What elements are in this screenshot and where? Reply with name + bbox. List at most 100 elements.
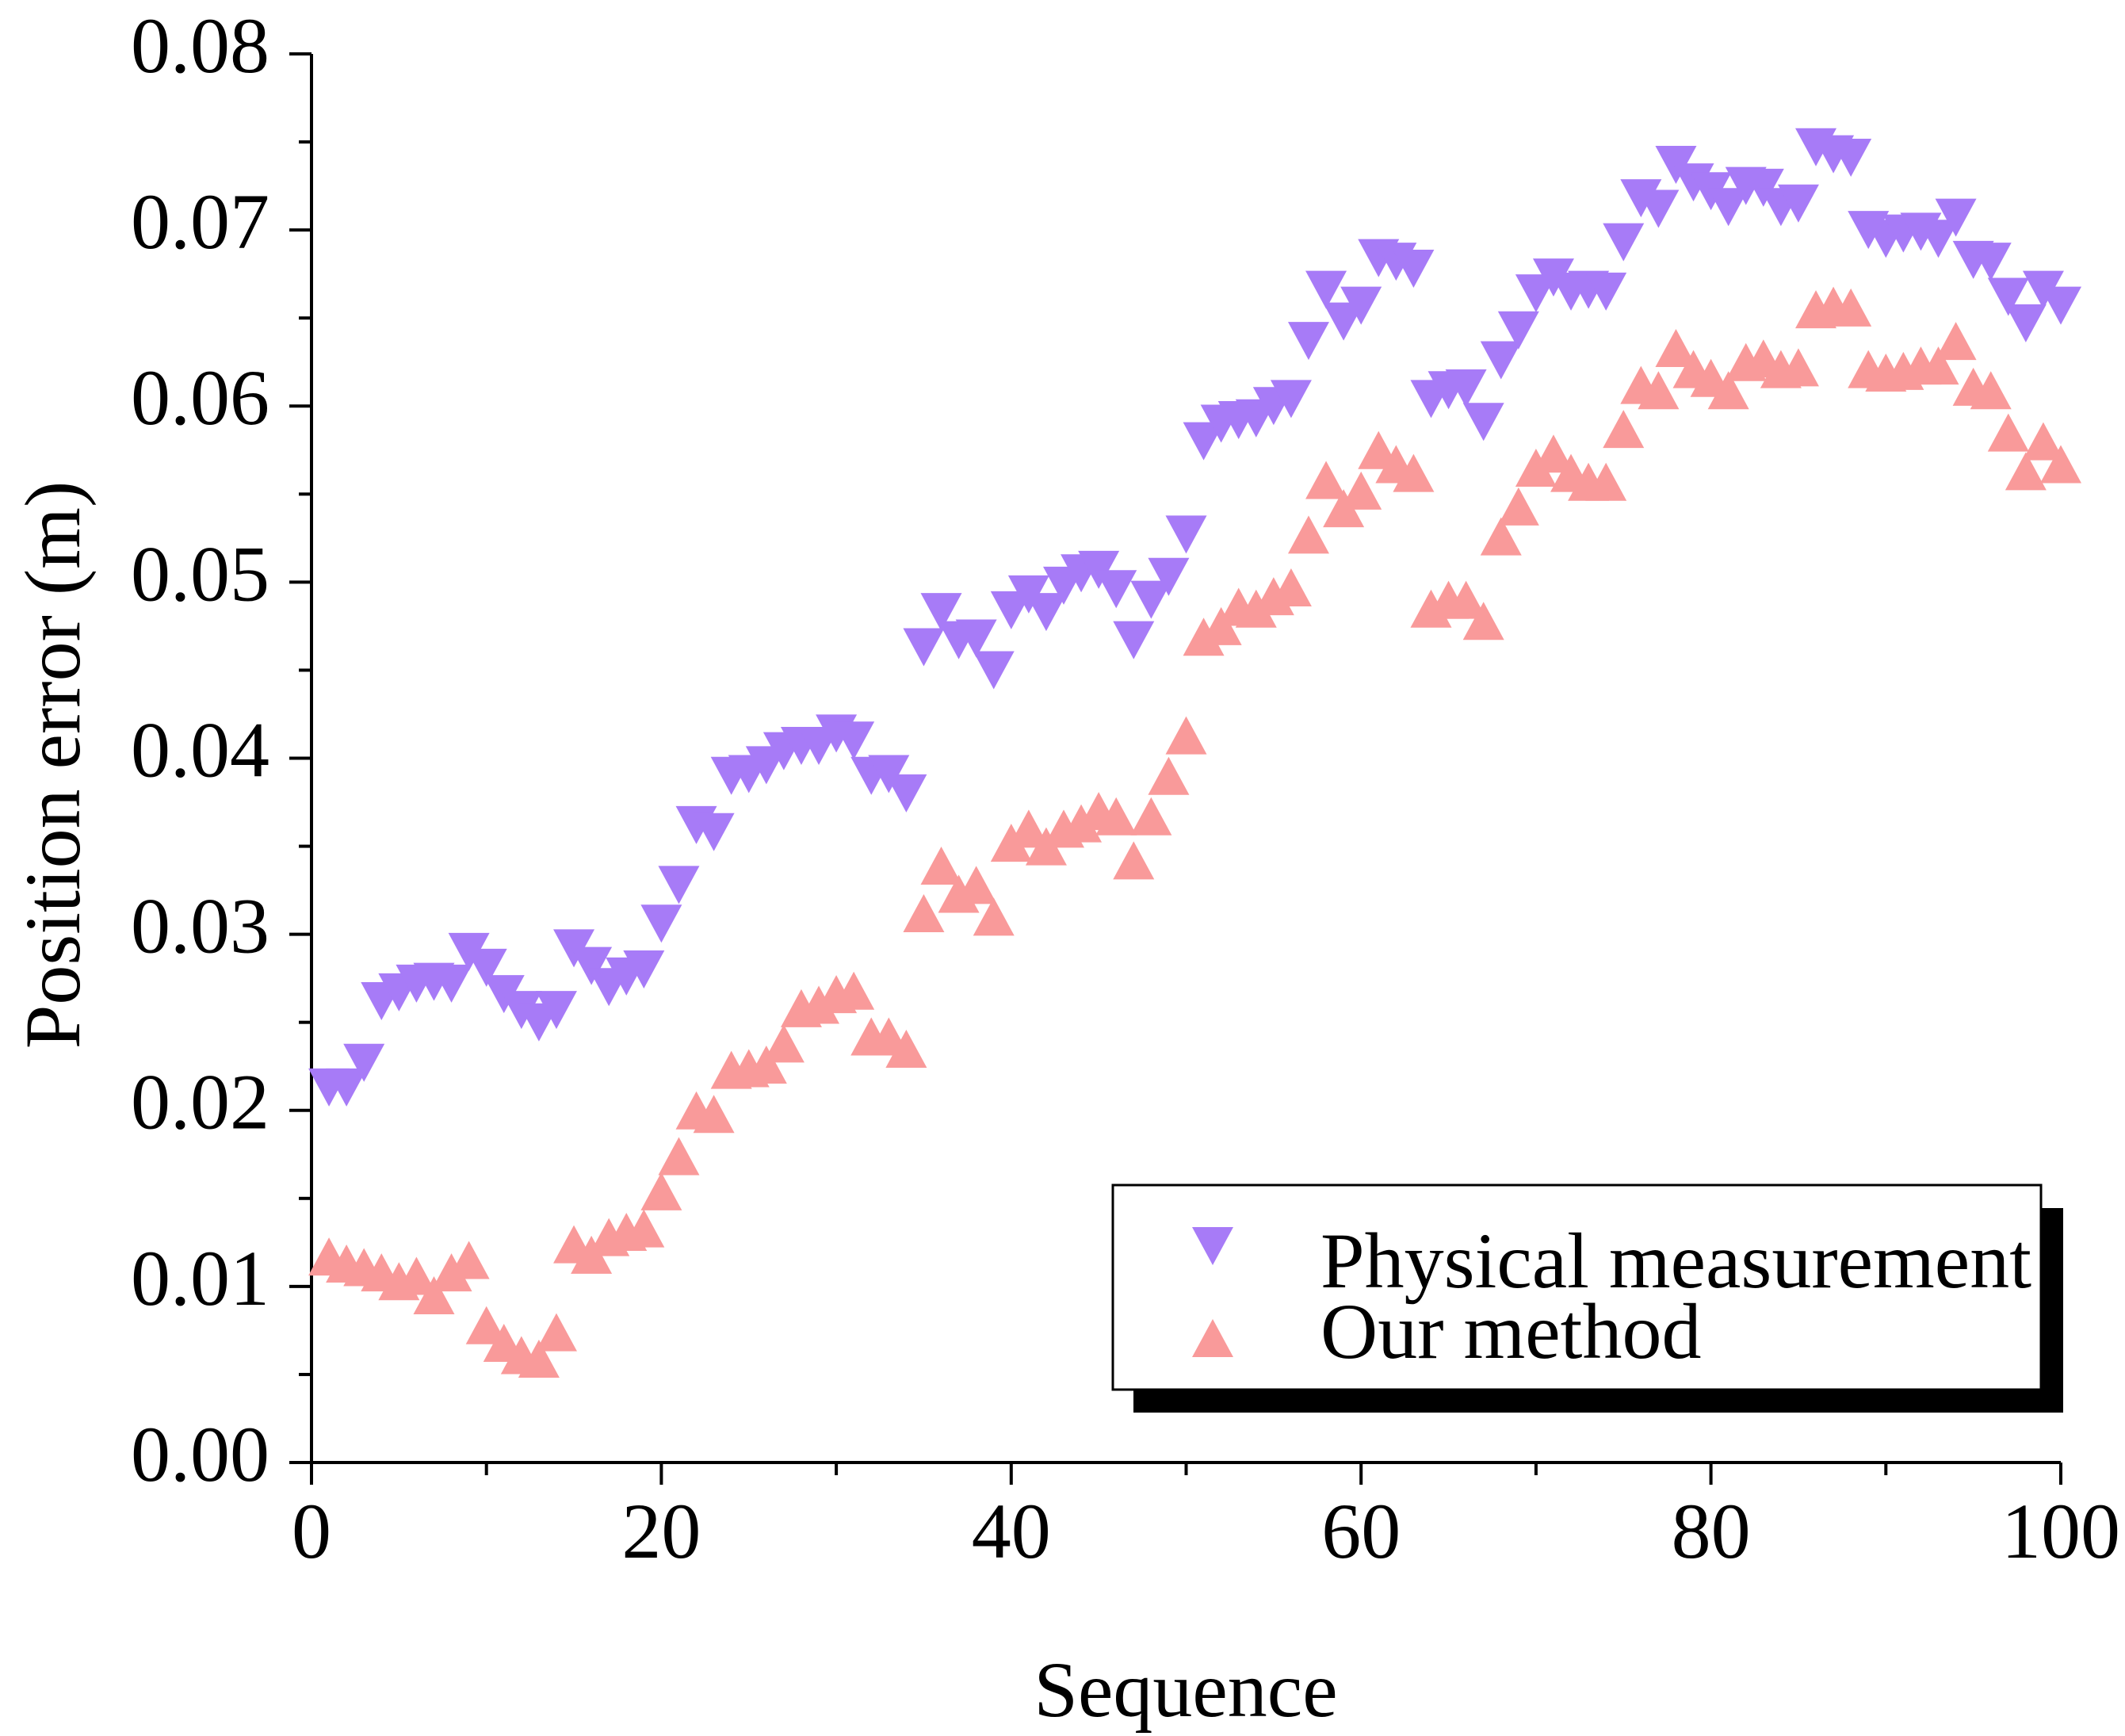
ours-point xyxy=(1638,371,1680,410)
physical-point xyxy=(1497,311,1539,350)
physical-point xyxy=(535,991,577,1030)
physical-point xyxy=(658,866,700,904)
ours-point xyxy=(2022,422,2064,461)
y-tick-label: 0.08 xyxy=(131,2,269,90)
legend-marker-ours xyxy=(1192,1319,1233,1357)
ours-point xyxy=(640,1172,682,1210)
ours-point xyxy=(465,1306,507,1344)
x-tick-label: 0 xyxy=(292,1487,331,1575)
y-tick-label: 0.06 xyxy=(131,354,269,442)
physical-point xyxy=(1270,380,1312,419)
y-tick-label: 0.00 xyxy=(131,1410,269,1498)
physical-point xyxy=(1287,322,1329,361)
ours-point xyxy=(1480,517,1522,556)
legend: Physical measurement Our method xyxy=(1111,1183,2063,1413)
ours-point xyxy=(973,897,1015,936)
series-our-method xyxy=(308,286,2081,1378)
physical-point xyxy=(1323,302,1365,341)
ours-point xyxy=(1987,413,2029,452)
physical-point xyxy=(1113,621,1155,660)
physical-point xyxy=(1777,184,1819,223)
ours-point xyxy=(518,1339,560,1378)
physical-point xyxy=(833,721,875,760)
ours-point xyxy=(1497,487,1539,526)
physical-point xyxy=(885,774,927,813)
y-axis-title: Position error (m) xyxy=(9,481,97,1050)
physical-point xyxy=(973,651,1015,690)
ours-point xyxy=(1007,809,1049,848)
legend-label-physical: Physical measurement xyxy=(1320,1217,2031,1305)
y-tick-label: 0.04 xyxy=(131,705,269,793)
ours-point xyxy=(762,1024,805,1063)
legend-label-ours: Our method xyxy=(1320,1287,1701,1375)
ours-point xyxy=(885,1030,927,1069)
physical-point xyxy=(1638,189,1680,228)
ours-point xyxy=(1183,618,1225,656)
physical-point xyxy=(920,593,962,632)
physical-point xyxy=(1480,341,1522,380)
legend-box xyxy=(1111,1183,2043,1391)
ours-point xyxy=(1305,461,1347,499)
physical-point xyxy=(1515,274,1557,313)
physical-point xyxy=(1078,550,1120,589)
ours-point xyxy=(1165,716,1207,755)
ours-point xyxy=(1235,589,1277,628)
physical-point xyxy=(1935,198,1977,237)
x-tick-label: 100 xyxy=(2001,1487,2120,1575)
ours-point xyxy=(1270,568,1312,607)
y-tick-label: 0.01 xyxy=(131,1234,269,1322)
physical-point xyxy=(1393,249,1435,288)
physical-point xyxy=(1025,593,1067,632)
ours-point xyxy=(955,866,997,904)
axes xyxy=(289,52,2062,1485)
physical-point xyxy=(326,1068,368,1107)
ours-point xyxy=(1200,606,1242,645)
ours-point xyxy=(1532,434,1574,473)
physical-point xyxy=(1585,272,1627,311)
physical-point xyxy=(1707,188,1749,227)
physical-point xyxy=(868,755,910,793)
ours-point xyxy=(1148,756,1190,795)
physical-point xyxy=(1165,515,1207,554)
physical-point xyxy=(623,950,665,989)
ours-point xyxy=(798,985,840,1024)
ours-point xyxy=(1340,471,1382,510)
ours-point xyxy=(1777,348,1819,387)
ours-point xyxy=(1061,804,1103,843)
ours-point xyxy=(1445,580,1487,619)
ours-point xyxy=(2040,445,2081,484)
data-markers xyxy=(308,128,2081,1378)
ours-point xyxy=(1393,453,1435,492)
physical-point xyxy=(1305,270,1347,309)
ours-point xyxy=(448,1241,490,1279)
physical-point xyxy=(640,904,682,943)
physical-point xyxy=(1620,179,1662,218)
y-tick-label: 0.02 xyxy=(131,1058,269,1146)
physical-point xyxy=(571,946,613,985)
physical-point xyxy=(990,591,1032,629)
physical-point xyxy=(430,964,472,1003)
physical-point xyxy=(955,619,997,658)
ours-point xyxy=(1130,797,1172,835)
physical-point xyxy=(2005,304,2047,342)
legend-marker-physical xyxy=(1192,1227,1233,1265)
x-tick-label: 80 xyxy=(1672,1487,1751,1575)
ours-point xyxy=(1095,797,1137,835)
physical-point xyxy=(1095,570,1137,609)
physical-point xyxy=(1462,403,1504,442)
physical-point xyxy=(903,628,945,667)
physical-point xyxy=(2040,286,2081,325)
ours-point xyxy=(1585,462,1627,501)
ours-point xyxy=(920,846,962,885)
ours-point xyxy=(2005,452,2047,491)
ours-point xyxy=(1830,288,1872,327)
physical-point xyxy=(1445,369,1487,408)
legend-markers xyxy=(1192,1227,1233,1357)
ours-point xyxy=(745,1045,787,1084)
ours-point xyxy=(1935,322,1977,361)
physical-point xyxy=(465,948,507,987)
physical-point xyxy=(1917,220,1959,258)
ours-point xyxy=(1462,602,1504,640)
ours-point xyxy=(430,1253,472,1292)
